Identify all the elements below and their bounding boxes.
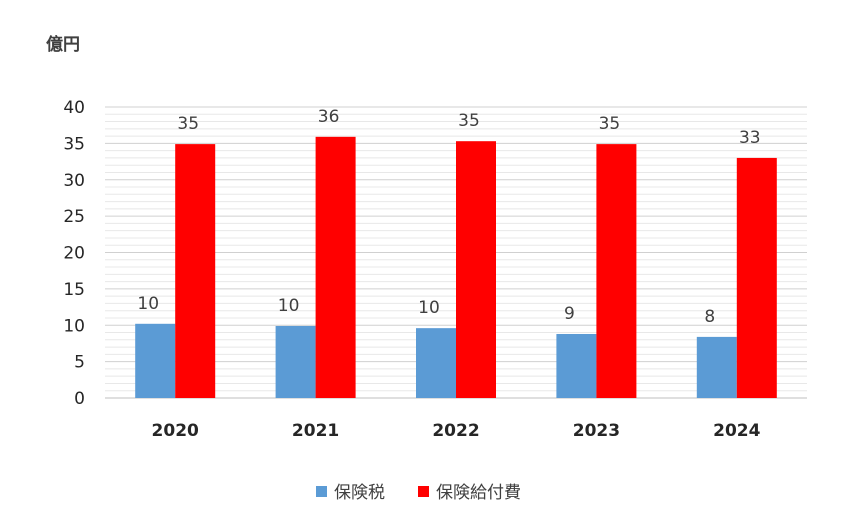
data-label: 35 xyxy=(599,114,621,134)
y-tick-label: 35 xyxy=(63,134,85,154)
unit-label: 億円 xyxy=(46,34,80,55)
y-tick-label: 15 xyxy=(63,280,85,300)
x-tick-label: 2021 xyxy=(292,421,339,441)
bar-kyufuhi-2020 xyxy=(175,144,216,398)
data-label: 35 xyxy=(458,111,480,131)
bars xyxy=(135,136,777,398)
data-label: 10 xyxy=(278,296,300,316)
legend-swatch xyxy=(316,486,327,497)
bar-hokenzei-2023 xyxy=(556,333,597,398)
x-tick-label: 2024 xyxy=(713,421,760,441)
bar-hokenzei-2024 xyxy=(696,336,737,398)
data-label: 33 xyxy=(739,128,761,148)
bar-kyufuhi-2023 xyxy=(596,144,637,398)
y-tick-label: 20 xyxy=(63,244,85,264)
data-label: 8 xyxy=(704,307,715,327)
legend-label: 保険税 xyxy=(334,483,385,503)
y-tick-label: 0 xyxy=(74,389,85,409)
y-tick-label: 25 xyxy=(63,207,85,227)
y-tick-label: 5 xyxy=(74,353,85,373)
legend-label: 保険給付費 xyxy=(436,483,521,503)
x-tick-label: 2020 xyxy=(152,421,199,441)
data-label: 35 xyxy=(177,114,199,134)
y-axis: 0 5 10 15 20 25 30 35 40 xyxy=(63,98,85,409)
data-label: 10 xyxy=(418,298,440,318)
y-tick-label: 40 xyxy=(63,98,85,118)
bar-hokenzei-2021 xyxy=(275,325,316,398)
data-label: 10 xyxy=(137,294,159,314)
data-labels: 10 35 10 36 10 35 9 35 8 33 xyxy=(137,107,760,327)
x-tick-label: 2023 xyxy=(573,421,620,441)
bar-kyufuhi-2024 xyxy=(736,157,777,398)
bar-hokenzei-2022 xyxy=(416,328,456,398)
bar-kyufuhi-2022 xyxy=(456,141,496,398)
legend: 保険税 保険給付費 xyxy=(316,483,521,503)
data-label: 36 xyxy=(318,107,340,127)
bar-hokenzei-2020 xyxy=(135,323,176,398)
data-label: 9 xyxy=(564,304,575,324)
x-axis: 2020 2021 2022 2023 2024 xyxy=(152,421,761,441)
y-tick-label: 10 xyxy=(63,316,85,336)
legend-swatch xyxy=(418,486,429,497)
x-tick-label: 2022 xyxy=(432,421,479,441)
bar-kyufuhi-2021 xyxy=(315,136,356,398)
y-tick-label: 30 xyxy=(63,171,85,191)
